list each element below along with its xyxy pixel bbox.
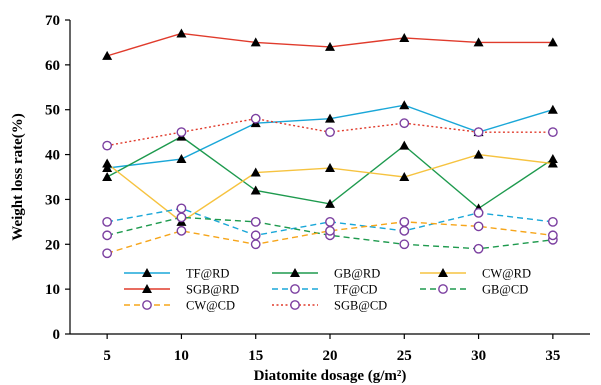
- circle-marker: [399, 216, 410, 227]
- triangle-marker: [102, 172, 113, 181]
- circle-marker: [102, 216, 113, 227]
- circle-marker: [102, 230, 113, 241]
- triangle-marker: [473, 37, 484, 47]
- circle-marker: [473, 207, 484, 218]
- circle-marker: [325, 127, 335, 138]
- triangle-marker: [250, 37, 261, 47]
- triangle-marker: [142, 268, 152, 277]
- circle-marker: [547, 230, 558, 241]
- circle-marker: [176, 203, 187, 214]
- circle-marker: [290, 284, 300, 294]
- y-tick-label: 60: [45, 58, 60, 74]
- circle-marker: [142, 300, 152, 310]
- series-sgb-at-rd: [102, 28, 558, 60]
- legend-item: TF@CD: [272, 283, 377, 297]
- circle-marker: [250, 239, 261, 250]
- triangle-marker: [399, 140, 410, 150]
- triangle-marker: [102, 50, 113, 60]
- series-line: [106, 135, 554, 210]
- legend-label: TF@RD: [186, 267, 229, 281]
- circle-marker: [250, 216, 261, 227]
- circle-marker: [102, 140, 113, 151]
- legend-item: CW@RD: [420, 267, 531, 281]
- x-tick-label: 15: [248, 348, 263, 364]
- y-tick-label: 50: [45, 103, 60, 119]
- legend-item: TF@RD: [124, 267, 229, 281]
- x-tick-label: 25: [397, 348, 412, 364]
- circle-marker: [473, 243, 484, 254]
- circle-marker: [325, 216, 335, 227]
- x-tick-label: 20: [323, 348, 338, 364]
- series-tf-at-cd: [102, 203, 558, 241]
- triangle-marker: [250, 185, 261, 195]
- circle-marker: [176, 212, 187, 223]
- legend-label: CW@RD: [482, 267, 531, 281]
- circle-marker: [547, 216, 558, 227]
- circle-marker: [290, 300, 300, 310]
- circle-marker: [176, 127, 187, 138]
- circle-marker: [473, 127, 484, 138]
- y-axis-title: Weight loss rate(%): [10, 113, 26, 240]
- y-tick-label: 0: [53, 327, 61, 343]
- triangle-marker: [102, 158, 113, 168]
- triangle-marker: [399, 172, 410, 181]
- y-tick-label: 10: [45, 282, 60, 298]
- legend-label: SGB@CD: [334, 299, 387, 313]
- legend-item: CW@CD: [124, 299, 235, 313]
- triangle-marker: [547, 37, 558, 47]
- legend-item: GB@CD: [420, 283, 528, 297]
- legend-label: GB@CD: [482, 283, 528, 297]
- axes: 0 10 20 30 40 50 60 70 5 10 15 20 25 30 35: [45, 13, 590, 364]
- circle-marker: [176, 225, 187, 236]
- x-tick-label: 30: [471, 348, 486, 364]
- legend-label: CW@CD: [186, 299, 235, 313]
- circle-marker: [438, 284, 448, 294]
- y-tick-label: 70: [45, 13, 60, 29]
- triangle-marker: [399, 100, 410, 110]
- circle-marker: [102, 248, 113, 259]
- circle-marker: [547, 127, 558, 138]
- triangle-marker: [290, 268, 300, 277]
- legend-label: GB@RD: [334, 267, 380, 281]
- triangle-marker: [438, 268, 448, 277]
- circle-marker: [473, 221, 484, 232]
- series-sgb-at-cd: [102, 113, 558, 151]
- legend-label: SGB@RD: [186, 283, 239, 297]
- triangle-marker: [176, 154, 187, 164]
- triangle-marker: [473, 149, 484, 159]
- triangle-marker: [325, 41, 335, 51]
- triangle-marker: [399, 32, 410, 42]
- triangle-marker: [176, 28, 187, 38]
- triangle-marker: [250, 167, 261, 177]
- y-tick-label: 40: [45, 148, 60, 164]
- circle-marker: [399, 225, 410, 236]
- series-lines: [102, 28, 558, 259]
- x-tick-label: 10: [174, 348, 189, 364]
- y-tick-label: 30: [45, 192, 60, 208]
- x-axis-title: Diatomite dosage (g/m²): [254, 368, 407, 384]
- triangle-marker: [547, 158, 558, 168]
- circle-marker: [325, 225, 335, 236]
- triangle-marker: [325, 113, 335, 123]
- circle-marker: [250, 113, 261, 124]
- legend-item: SGB@RD: [124, 283, 239, 297]
- legend: TF@RD GB@RD CW@RD SGB@RD TF@CD GB@CD CW@CD SGB@…: [124, 267, 531, 313]
- circle-marker: [250, 230, 261, 241]
- circle-marker: [399, 239, 410, 250]
- triangle-marker: [142, 284, 152, 293]
- legend-label: TF@CD: [334, 283, 377, 297]
- triangle-marker: [547, 104, 558, 114]
- circle-marker: [399, 118, 410, 129]
- legend-item: GB@RD: [272, 267, 380, 281]
- series-cw-at-cd: [102, 216, 558, 259]
- legend-item: SGB@CD: [272, 299, 387, 313]
- triangle-marker: [325, 198, 335, 208]
- triangle-marker: [325, 163, 335, 173]
- y-tick-label: 20: [45, 237, 60, 253]
- x-tick-label: 35: [545, 348, 560, 364]
- x-tick-label: 5: [103, 348, 111, 364]
